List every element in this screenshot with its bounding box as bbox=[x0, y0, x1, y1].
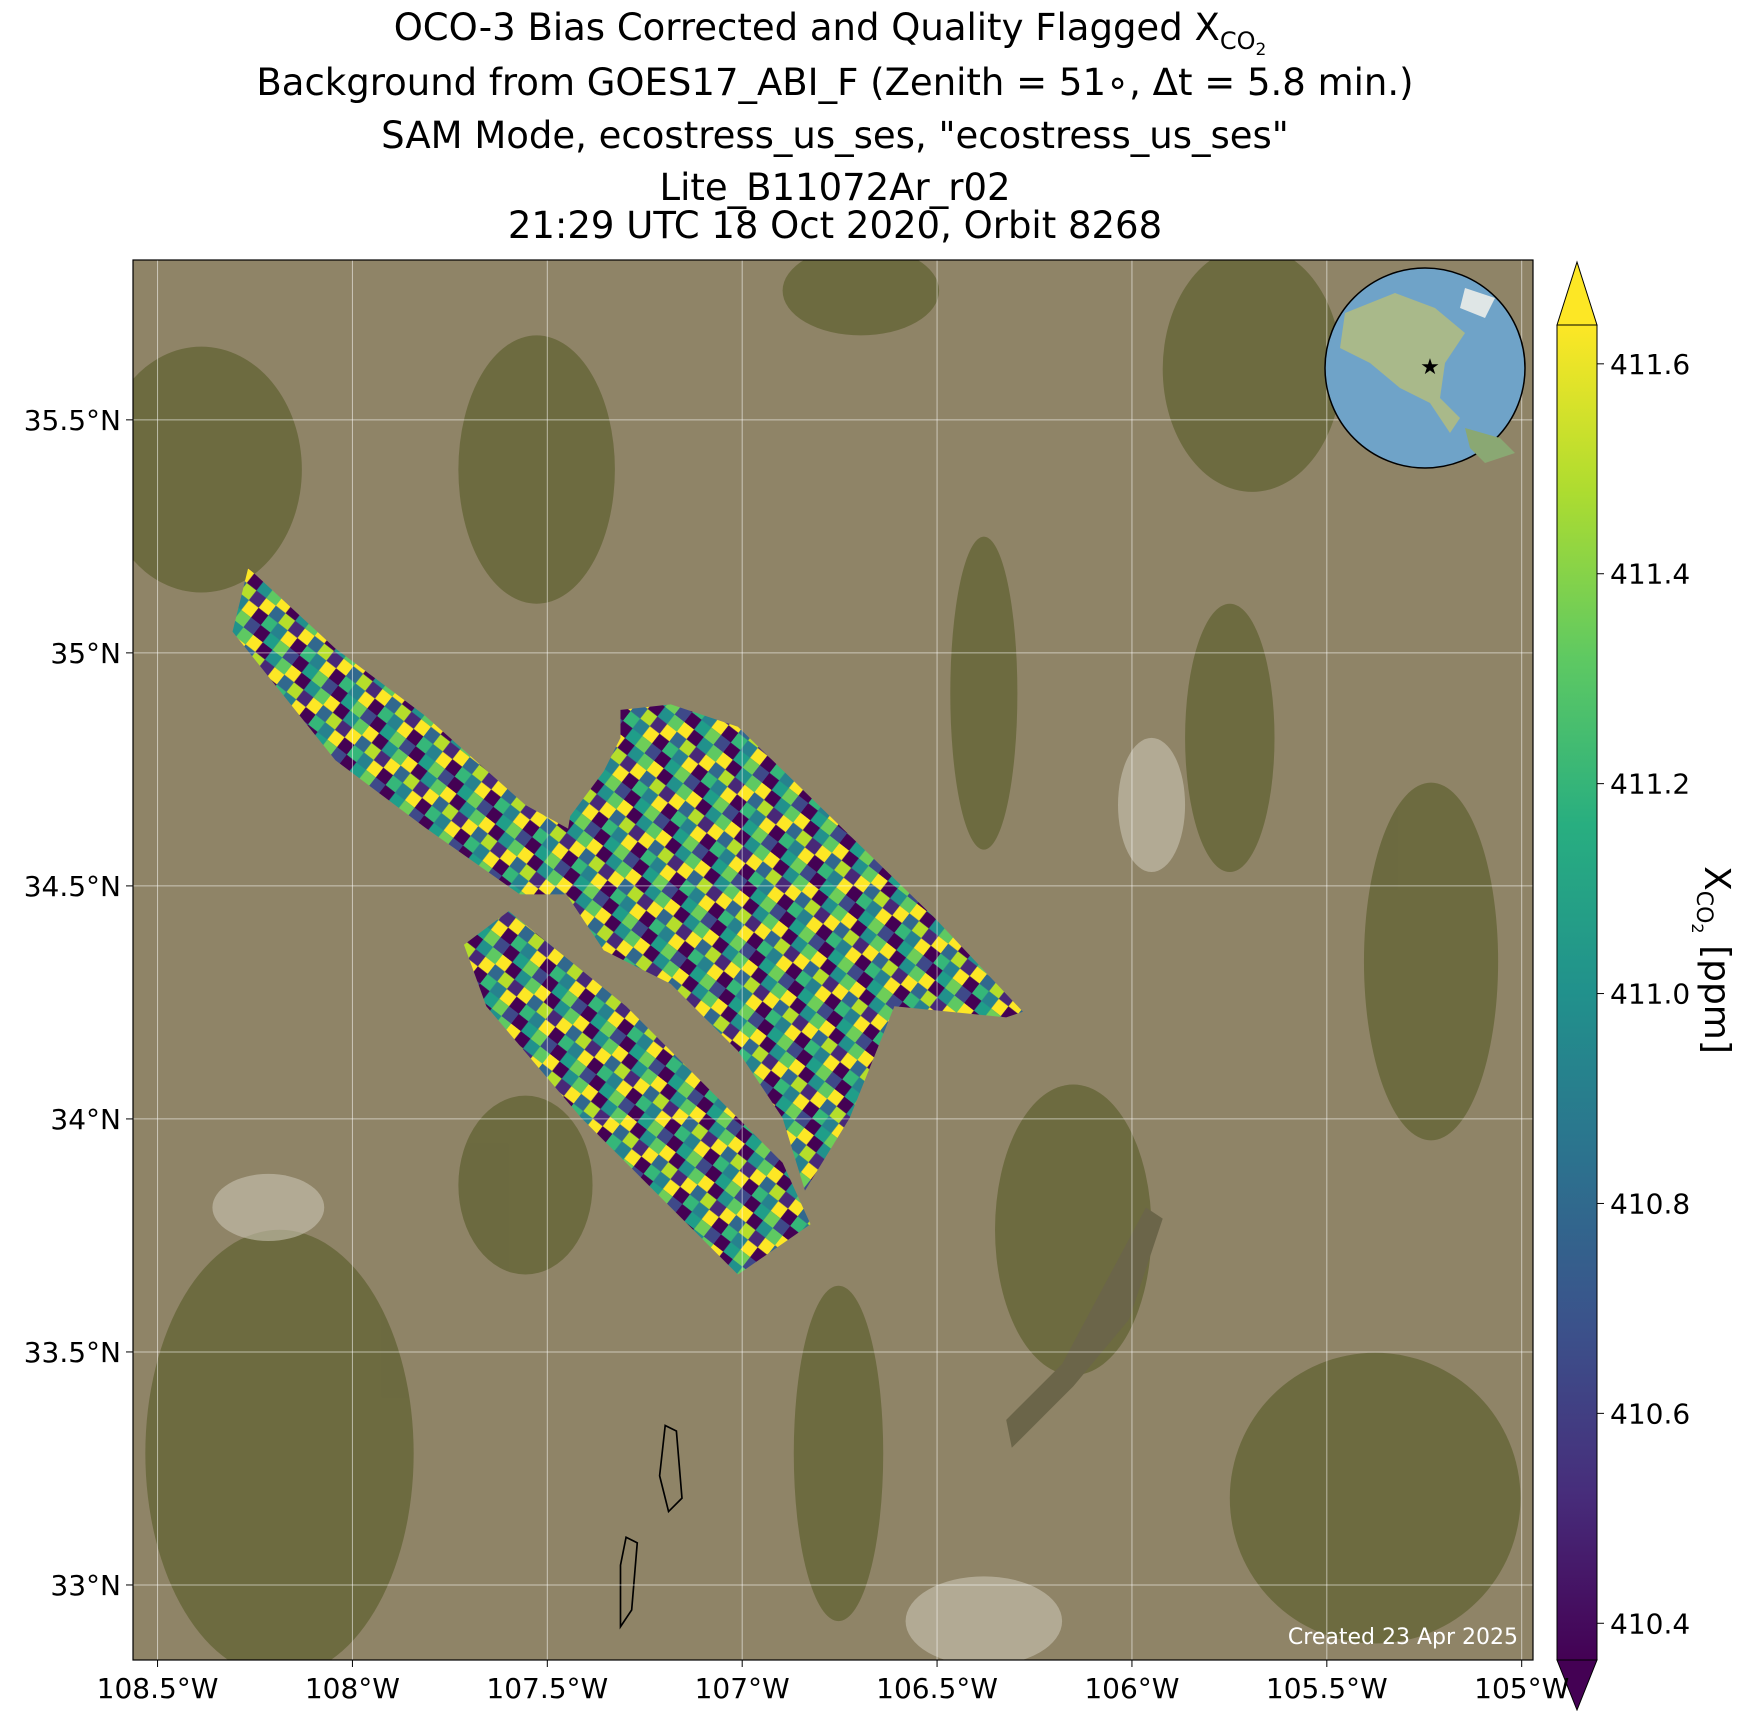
y-tick-label: 33°N bbox=[50, 1569, 121, 1602]
colorbar-tick-label: 410.8 bbox=[1610, 1187, 1690, 1220]
created-note: Created 23 Apr 2025 bbox=[1288, 1625, 1518, 1650]
site-marker: ★ bbox=[1420, 355, 1440, 380]
colorbar-tick-label: 411.2 bbox=[1610, 768, 1690, 801]
title-line: Lite_B11072Ar_r02 bbox=[659, 166, 1010, 209]
title-line: Background from GOES17_ABI_F (Zenith = 5… bbox=[256, 61, 1413, 104]
colorbar-tick-label: 411.4 bbox=[1610, 558, 1690, 591]
plot-frame bbox=[132, 259, 1534, 1661]
title-line: OCO-3 Bias Corrected and Quality Flagged… bbox=[394, 6, 1267, 60]
colorbar bbox=[1556, 260, 1598, 1711]
x-tick-label: 105°W bbox=[1474, 1672, 1569, 1705]
colorbar-tick-label: 410.4 bbox=[1610, 1607, 1690, 1640]
title-line: 21:29 UTC 18 Oct 2020, Orbit 8268 bbox=[508, 204, 1162, 247]
title: OCO-3 Bias Corrected and Quality Flagged… bbox=[256, 6, 1413, 247]
x-tick-label: 108.5°W bbox=[97, 1672, 219, 1705]
colorbar-tick-label: 411.6 bbox=[1610, 348, 1690, 381]
basemap: ★ bbox=[133, 260, 1533, 1660]
x-tick-label: 106.5°W bbox=[876, 1672, 998, 1705]
x-tick-label: 108°W bbox=[305, 1672, 400, 1705]
y-tick-label: 35.5°N bbox=[24, 404, 121, 437]
colorbar-tick-label: 410.6 bbox=[1610, 1397, 1690, 1430]
y-tick-label: 34.5°N bbox=[24, 870, 121, 903]
colorbar-label: XCO2 [ppm] bbox=[1688, 866, 1737, 1054]
x-tick-label: 107.5°W bbox=[486, 1672, 608, 1705]
colorbar-tick-label: 411.0 bbox=[1610, 978, 1690, 1011]
y-tick-label: 35°N bbox=[50, 637, 121, 670]
y-tick-label: 34°N bbox=[50, 1103, 121, 1136]
x-tick-label: 107°W bbox=[695, 1672, 790, 1705]
x-tick-label: 106°W bbox=[1084, 1672, 1179, 1705]
y-tick-label: 33.5°N bbox=[24, 1336, 121, 1369]
x-tick-label: 105.5°W bbox=[1266, 1672, 1388, 1705]
xco2-swaths bbox=[232, 567, 1023, 1275]
title-line: SAM Mode, ecostress_us_ses, "ecostress_u… bbox=[381, 114, 1289, 157]
inset-globe: ★ bbox=[1324, 267, 1526, 469]
